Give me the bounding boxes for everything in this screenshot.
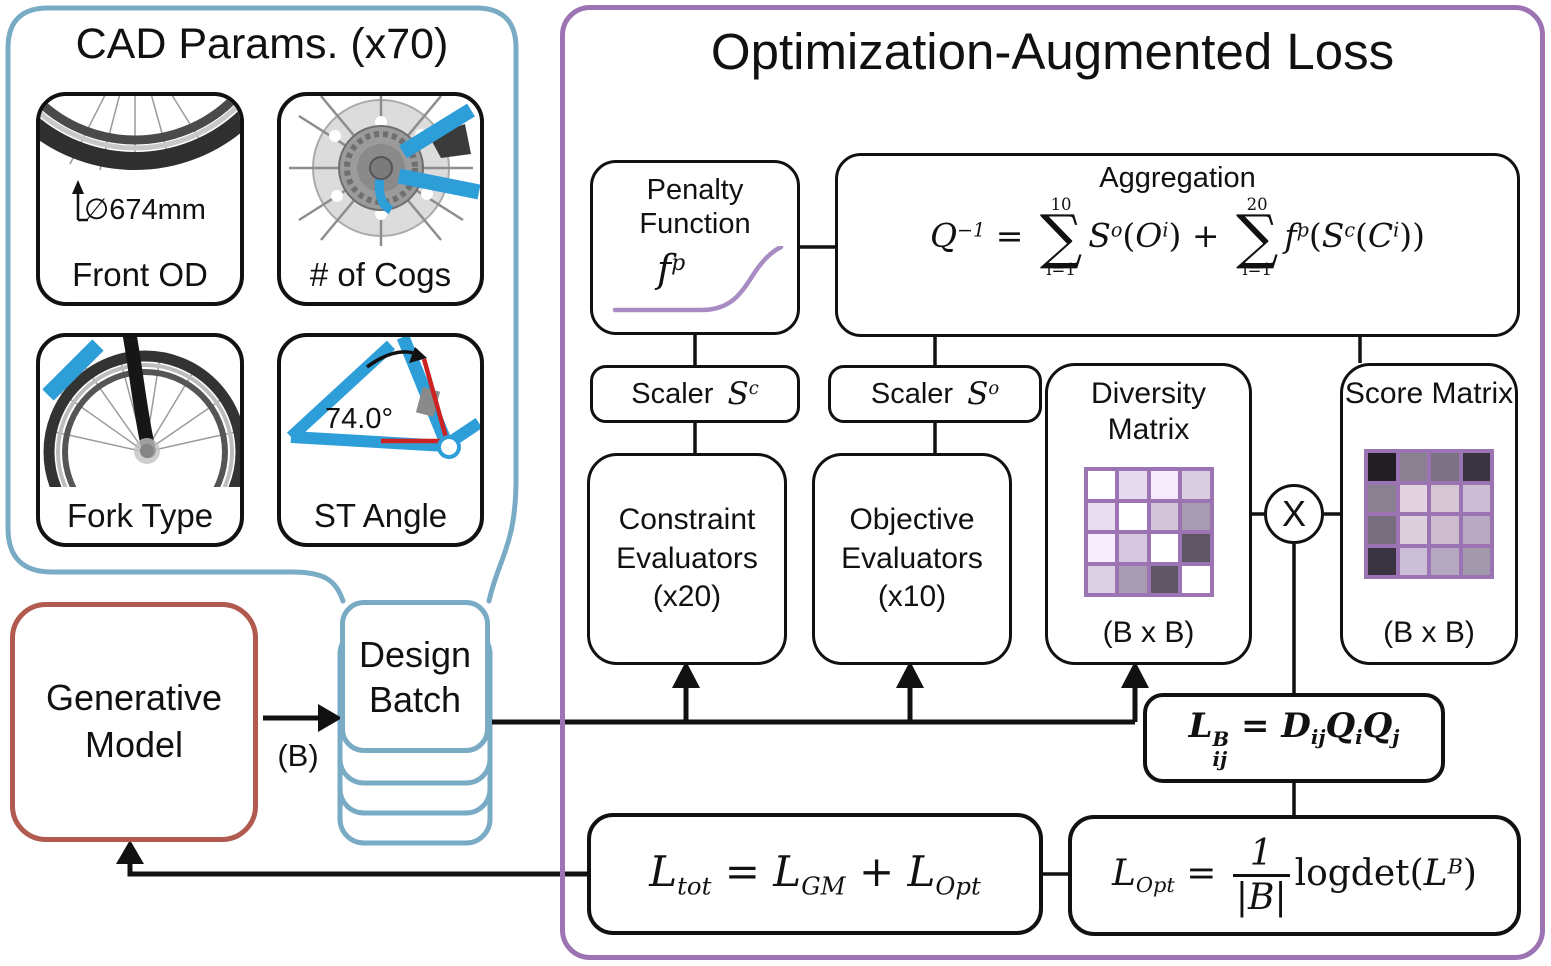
design-batch-label: Design Batch: [358, 633, 472, 720]
opt-loss-node: LOpt = 1 |B| logdet(LB): [1068, 815, 1521, 936]
diversity-matrix-node: Diversity Matrix (B x B): [1045, 363, 1252, 665]
matrix-cell: [1119, 471, 1147, 499]
matrix-cell: [1431, 516, 1459, 544]
arrowheads: [116, 661, 1149, 864]
total-loss-formula: Ltot = LGM + LOpt: [649, 847, 981, 901]
total-loss-node: Ltot = LGM + LOpt: [587, 813, 1043, 935]
thin-connectors: [693, 245, 1362, 876]
objective-evaluators-node: Objective Evaluators (x10): [812, 453, 1012, 665]
scaler-constraint-symbol: Sc: [727, 376, 759, 412]
param-front-od: ∅674mm Front OD: [36, 92, 244, 306]
scaler-objective-node: Scaler So: [828, 365, 1042, 423]
diversity-matrix-size: (B x B): [1102, 616, 1195, 649]
scaler-objective-symbol: So: [967, 376, 1000, 412]
matrix-cell: [1368, 484, 1396, 512]
penalty-curve-icon: [612, 246, 784, 313]
matrix-cell: [1462, 484, 1490, 512]
matrix-cell: [1368, 453, 1396, 481]
matrix-cell: [1150, 502, 1178, 530]
matrix-cell: [1087, 471, 1115, 499]
matrix-cell: [1087, 502, 1115, 530]
flow-lines: [127, 686, 1138, 877]
matrix-cell: [1462, 453, 1490, 481]
batch-size-label: (B): [277, 738, 319, 773]
scaler-label: Scaler: [870, 377, 954, 410]
score-matrix-node: Score Matrix (B x B): [1340, 363, 1518, 665]
matrix-cell: [1150, 565, 1178, 593]
matrix-cell: [1119, 502, 1147, 530]
matrix-cell: [1087, 534, 1115, 562]
param-st-angle: 74.0° ST Angle: [277, 333, 484, 547]
matrix-cell: [1150, 471, 1178, 499]
scaler-constraint-node: Scaler Sc: [590, 365, 800, 423]
matrix-cell: [1182, 565, 1210, 593]
matrix-cell: [1399, 547, 1427, 575]
generative-model-node: Generative Model: [10, 602, 258, 842]
aggregation-title: Aggregation: [1099, 162, 1256, 194]
aggregation-node: Aggregation Q−1 = 10 ∑ i=1 So(Oi) + 20 ∑ i=1 f…: [835, 153, 1520, 337]
cassette-illustration: [289, 96, 480, 246]
matrix-cell: [1182, 534, 1210, 562]
matrix-cell: [1182, 471, 1210, 499]
penalty-function-node: Penalty Function fp: [590, 160, 800, 335]
matrix-cell: [1462, 516, 1490, 544]
objective-evaluators-label: Objective Evaluators (x10): [841, 503, 983, 614]
frame-angle-illustration: [286, 337, 480, 459]
param-label: Fork Type: [66, 497, 214, 534]
matrix-cell: [1399, 516, 1427, 544]
generative-model-label: Generative Model: [45, 677, 223, 765]
front-od-annotation: ∅674mm: [84, 194, 206, 226]
matrix-cell: [1087, 565, 1115, 593]
matrix-cell: [1462, 547, 1490, 575]
loss-panel: [560, 5, 1545, 960]
constraint-evaluators-label: Constraint Evaluators (x20): [616, 503, 758, 614]
matrix-cell: [1431, 547, 1459, 575]
score-matrix-title: Score Matrix: [1344, 377, 1514, 410]
diversity-matrix-title: Diversity Matrix: [1090, 377, 1206, 446]
penalty-symbol: fp: [657, 247, 686, 291]
matrix-cell: [1368, 547, 1396, 575]
multiply-node: X: [1264, 484, 1324, 544]
matrix-cell: [1399, 484, 1427, 512]
param-fork-type: Fork Type: [36, 333, 244, 547]
matrix-cell: [1368, 516, 1396, 544]
param-label: # of Cogs: [309, 256, 452, 293]
matrix-cell: [1150, 534, 1178, 562]
matrix-cell: [1182, 502, 1210, 530]
matrix-cell: [1399, 453, 1427, 481]
st-angle-annotation: 74.0°: [325, 403, 394, 435]
fork-illustration: [42, 337, 240, 487]
penalty-title: Penalty Function: [639, 174, 751, 241]
design-batch-node: Design Batch: [340, 600, 490, 753]
scaler-label: Scaler: [631, 377, 714, 410]
loss-panel-title: Optimization-Augmented Loss: [710, 23, 1395, 80]
matrix-cell: [1119, 534, 1147, 562]
score-matrix-grid: [1364, 449, 1494, 579]
front-wheel-illustration: [40, 96, 240, 222]
diversity-matrix-grid: [1083, 467, 1214, 597]
cad-container-outline: [5, 5, 519, 604]
constraint-evaluators-node: Constraint Evaluators (x20): [587, 453, 787, 665]
matrix-cell: [1119, 565, 1147, 593]
multiply-label: X: [1281, 493, 1306, 534]
matrix-cell: [1431, 453, 1459, 481]
score-matrix-size: (B x B): [1383, 616, 1475, 649]
matrix-cell: [1431, 484, 1459, 512]
opt-loss-formula: LOpt = 1 |B| logdet(LB): [1112, 832, 1477, 918]
cad-params-title: CAD Params. (x70): [75, 20, 449, 68]
param-label: ST Angle: [313, 497, 448, 534]
param-num-cogs: # of Cogs: [277, 92, 484, 306]
aggregation-formula: Q−1 = 10 ∑ i=1 So(Oi) + 20 ∑ i=1 fp(Sc(Ci)): [929, 195, 1426, 280]
param-label: Front OD: [72, 256, 208, 293]
